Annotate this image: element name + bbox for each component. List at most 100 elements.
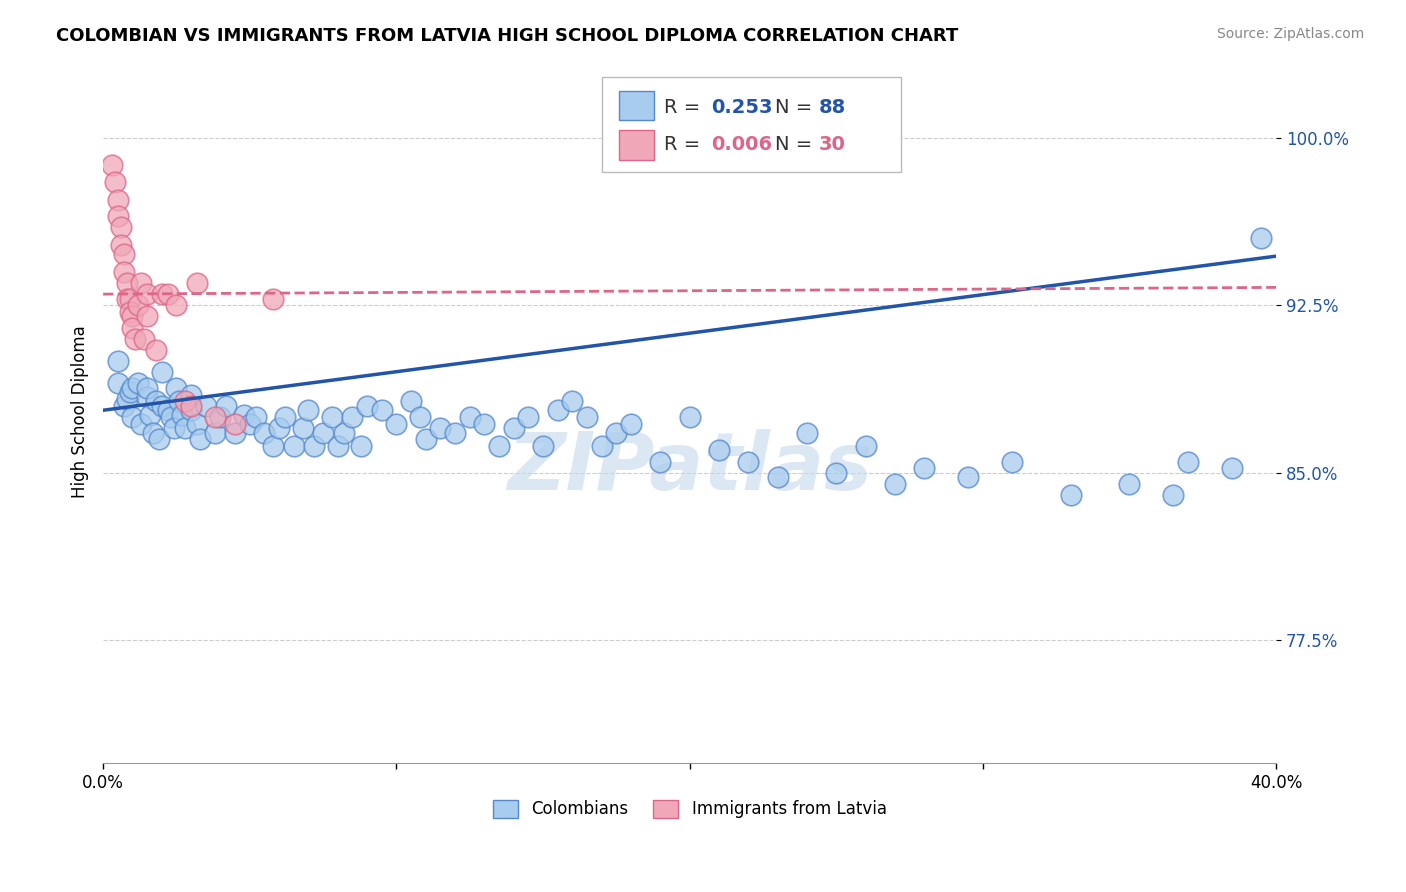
- Point: [262, 292, 284, 306]
- Text: 0.006: 0.006: [710, 135, 772, 153]
- Point: [232, 408, 254, 422]
- Bar: [619, 130, 654, 160]
- Point: [165, 381, 187, 395]
- Point: [115, 292, 138, 306]
- Point: [620, 417, 643, 431]
- Point: [194, 399, 217, 413]
- Point: [139, 408, 162, 422]
- Point: [912, 461, 935, 475]
- Point: [883, 477, 905, 491]
- Point: [224, 417, 246, 431]
- Point: [707, 443, 730, 458]
- Point: [107, 194, 129, 208]
- Point: [650, 455, 672, 469]
- Point: [129, 417, 152, 431]
- Point: [186, 276, 208, 290]
- Point: [399, 394, 422, 409]
- Point: [370, 403, 392, 417]
- Point: [488, 439, 510, 453]
- Point: [215, 399, 238, 413]
- Point: [209, 409, 232, 424]
- Point: [127, 376, 149, 391]
- Point: [150, 399, 173, 413]
- Point: [239, 417, 262, 431]
- Point: [766, 470, 789, 484]
- Point: [121, 409, 143, 424]
- Point: [274, 409, 297, 424]
- Point: [605, 425, 627, 440]
- Point: [1220, 461, 1243, 475]
- Point: [172, 408, 194, 422]
- Point: [110, 238, 132, 252]
- Point: [110, 220, 132, 235]
- Point: [156, 287, 179, 301]
- Text: 88: 88: [818, 97, 846, 117]
- Point: [796, 425, 818, 440]
- Point: [283, 439, 305, 453]
- Point: [245, 409, 267, 424]
- Point: [1250, 231, 1272, 245]
- Point: [224, 425, 246, 440]
- Point: [350, 439, 373, 453]
- Point: [957, 470, 980, 484]
- Point: [591, 439, 613, 453]
- Point: [267, 421, 290, 435]
- Point: [115, 392, 138, 406]
- Point: [136, 287, 159, 301]
- Point: [145, 343, 167, 357]
- Point: [415, 432, 437, 446]
- Point: [326, 439, 349, 453]
- Point: [1163, 488, 1185, 502]
- Point: [517, 409, 540, 424]
- Point: [169, 394, 191, 409]
- Point: [575, 409, 598, 424]
- Point: [737, 455, 759, 469]
- Point: [1177, 455, 1199, 469]
- Point: [136, 390, 159, 404]
- Point: [385, 417, 408, 431]
- Text: R =: R =: [664, 97, 706, 117]
- Point: [107, 376, 129, 391]
- Point: [855, 439, 877, 453]
- Point: [150, 287, 173, 301]
- Point: [409, 409, 432, 424]
- Point: [312, 425, 335, 440]
- Point: [148, 432, 170, 446]
- Point: [342, 409, 364, 424]
- Text: N =: N =: [775, 97, 818, 117]
- Point: [180, 387, 202, 401]
- Point: [678, 409, 700, 424]
- Point: [561, 394, 583, 409]
- Point: [136, 310, 159, 324]
- Point: [121, 310, 143, 324]
- Point: [124, 332, 146, 346]
- Point: [104, 176, 127, 190]
- Point: [156, 403, 179, 417]
- Point: [332, 425, 354, 440]
- Point: [121, 320, 143, 334]
- Point: [291, 421, 314, 435]
- Point: [204, 409, 226, 424]
- Point: [458, 409, 481, 424]
- Text: 0.253: 0.253: [710, 97, 772, 117]
- Point: [107, 354, 129, 368]
- Point: [118, 385, 141, 400]
- FancyBboxPatch shape: [602, 78, 901, 172]
- Legend: Colombians, Immigrants from Latvia: Colombians, Immigrants from Latvia: [486, 793, 893, 825]
- Point: [180, 399, 202, 413]
- Point: [444, 425, 467, 440]
- Point: [112, 265, 135, 279]
- Point: [253, 425, 276, 440]
- Point: [262, 439, 284, 453]
- Point: [321, 409, 343, 424]
- Point: [112, 247, 135, 261]
- Point: [112, 399, 135, 413]
- Point: [118, 305, 141, 319]
- Point: [118, 292, 141, 306]
- Point: [136, 381, 159, 395]
- Point: [1001, 455, 1024, 469]
- Point: [107, 209, 129, 223]
- Point: [101, 157, 124, 171]
- Point: [1118, 477, 1140, 491]
- Point: [204, 425, 226, 440]
